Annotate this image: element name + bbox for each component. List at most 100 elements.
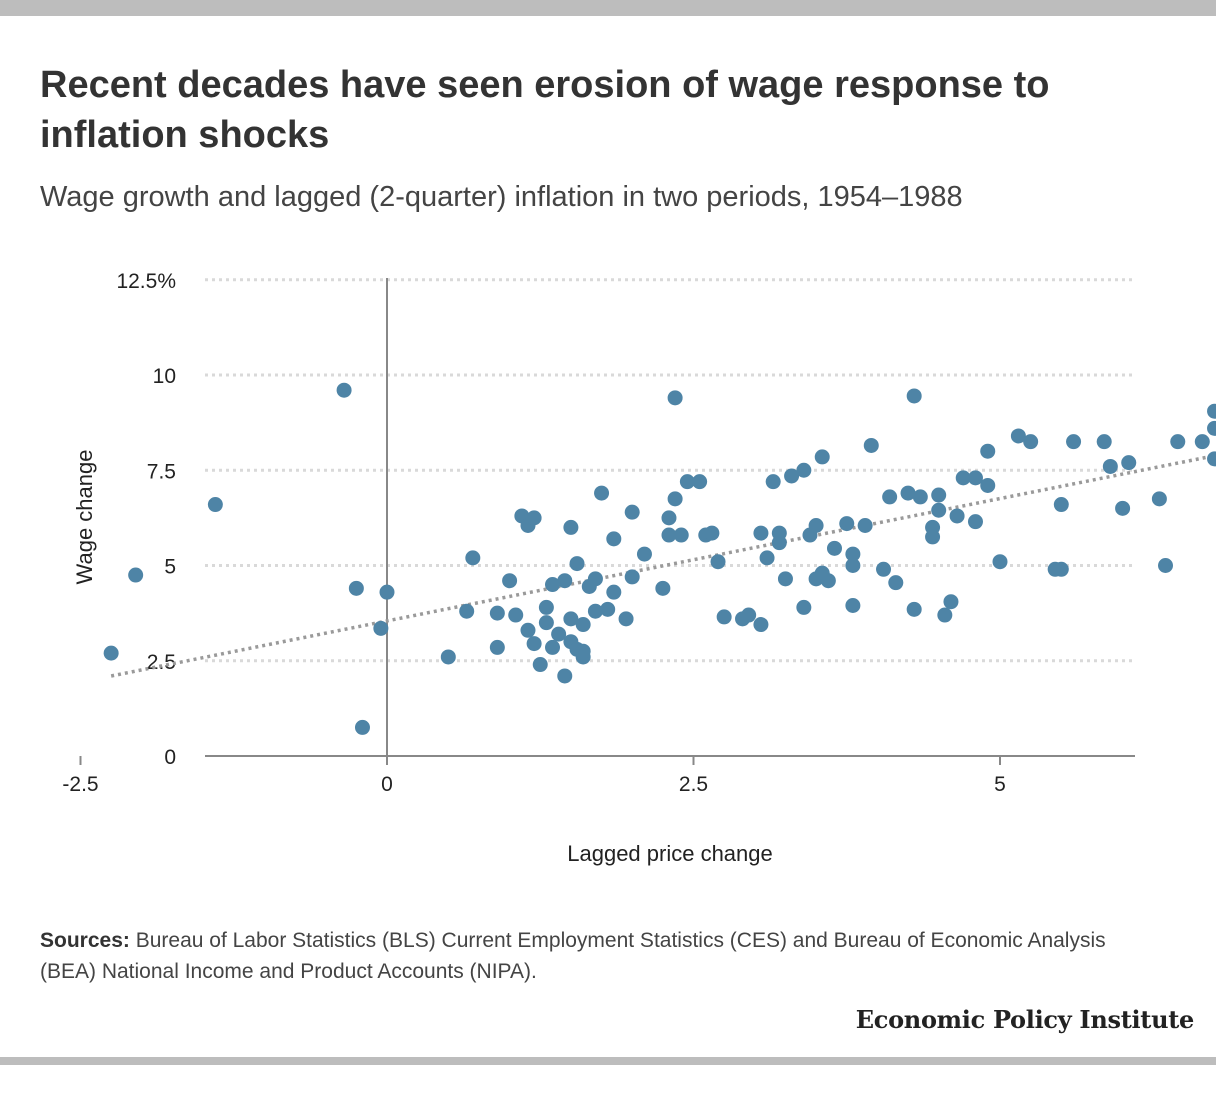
- y-tick-label: 2.5: [147, 651, 176, 674]
- x-tick-label: 5: [994, 773, 1006, 796]
- data-point: [1207, 451, 1216, 467]
- x-tick-label: -2.5: [62, 773, 98, 796]
- data-point: [379, 584, 395, 600]
- data-point: [992, 554, 1008, 570]
- data-point: [900, 485, 916, 501]
- data-point: [465, 550, 481, 566]
- data-point: [636, 546, 652, 562]
- data-point: [673, 527, 689, 543]
- data-point: [955, 470, 971, 486]
- y-tick-label: 5: [164, 556, 176, 579]
- data-point: [716, 609, 732, 625]
- chart-subtitle: Wage growth and lagged (2-quarter) infla…: [40, 181, 963, 213]
- y-axis-ticks: 0 2.5 5 7.5 10 12.5%: [116, 270, 176, 769]
- data-point: [741, 607, 757, 623]
- data-point: [526, 510, 542, 526]
- data-point: [569, 556, 585, 572]
- data-point: [784, 468, 800, 484]
- data-point: [336, 382, 352, 398]
- data-point: [624, 504, 640, 520]
- data-point: [704, 525, 720, 541]
- data-point: [587, 603, 603, 619]
- data-point: [667, 390, 683, 406]
- data-point: [845, 558, 861, 573]
- data-point: [538, 615, 554, 631]
- data-point: [876, 561, 892, 577]
- data-point: [207, 497, 223, 513]
- data-point: [820, 573, 836, 589]
- data-point: [508, 607, 524, 623]
- data-point: [545, 639, 561, 655]
- sources-label: Sources:: [40, 929, 130, 952]
- x-tick-label: 2.5: [679, 773, 708, 796]
- data-point: [753, 617, 769, 633]
- data-point: [679, 474, 695, 490]
- data-point: [943, 594, 959, 610]
- gridlines: [205, 278, 1135, 663]
- trendline: [110, 453, 1216, 678]
- data-point: [557, 668, 573, 684]
- epi-logo: Economic Policy Institute: [855, 1005, 1195, 1034]
- data-point: [808, 517, 824, 533]
- data-points: [103, 382, 1216, 735]
- data-point: [103, 645, 119, 661]
- y-tick-label: 10: [153, 365, 176, 388]
- data-point: [980, 443, 996, 459]
- data-point: [354, 719, 370, 735]
- data-point: [1066, 434, 1082, 450]
- sources-text: Bureau of Labor Statistics (BLS) Current…: [40, 929, 1106, 983]
- data-point: [1053, 561, 1069, 577]
- data-point: [839, 516, 855, 532]
- data-point: [845, 598, 861, 614]
- y-tick-label: 7.5: [147, 460, 176, 483]
- data-point: [667, 491, 683, 507]
- scatter-chart: -2.5 0 2.5 5 7.5 10 0 2.5 5 7.5 10 12.5% Lagged pr…: [62, 270, 1216, 866]
- data-point: [888, 575, 904, 591]
- data-point: [655, 580, 671, 596]
- y-axis-title: Wage change: [72, 450, 97, 585]
- x-axis-ticks: -2.502.557.510: [62, 756, 1006, 796]
- data-point: [967, 514, 983, 530]
- sources-note: Sources: Bureau of Labor Statistics (BLS…: [40, 925, 1140, 987]
- data-point: [459, 603, 475, 619]
- data-point: [1151, 491, 1167, 507]
- data-point: [949, 508, 965, 524]
- data-point: [1010, 428, 1026, 444]
- data-point: [1115, 500, 1131, 516]
- data-point: [912, 489, 928, 505]
- data-point: [575, 643, 591, 659]
- data-point: [1096, 434, 1112, 450]
- data-point: [1102, 458, 1118, 474]
- data-point: [931, 487, 947, 503]
- data-point: [931, 502, 947, 518]
- x-axis-title: Lagged price change: [567, 841, 773, 866]
- data-point: [624, 569, 640, 585]
- data-point: [1023, 434, 1039, 450]
- data-point: [594, 485, 610, 501]
- data-point: [937, 607, 953, 623]
- data-point: [563, 611, 579, 627]
- data-point: [545, 577, 561, 593]
- data-point: [796, 462, 812, 478]
- bottom-border: [0, 1057, 1216, 1065]
- chart-title: Recent decades have seen erosion of wage…: [40, 64, 1050, 156]
- data-point: [502, 573, 518, 589]
- data-point: [765, 474, 781, 490]
- data-point: [1207, 403, 1216, 419]
- data-point: [925, 529, 941, 545]
- data-point: [128, 567, 144, 583]
- data-point: [863, 437, 879, 453]
- data-point: [906, 601, 922, 617]
- data-point: [557, 573, 573, 589]
- data-point: [1207, 420, 1216, 436]
- data-point: [532, 657, 548, 673]
- data-point: [348, 580, 364, 596]
- data-point: [551, 626, 567, 642]
- x-tick-label: 0: [381, 773, 393, 796]
- data-point: [692, 474, 708, 490]
- data-point: [489, 639, 505, 655]
- data-point: [606, 531, 622, 547]
- data-point: [826, 540, 842, 556]
- data-point: [373, 620, 389, 636]
- data-point: [1170, 434, 1186, 450]
